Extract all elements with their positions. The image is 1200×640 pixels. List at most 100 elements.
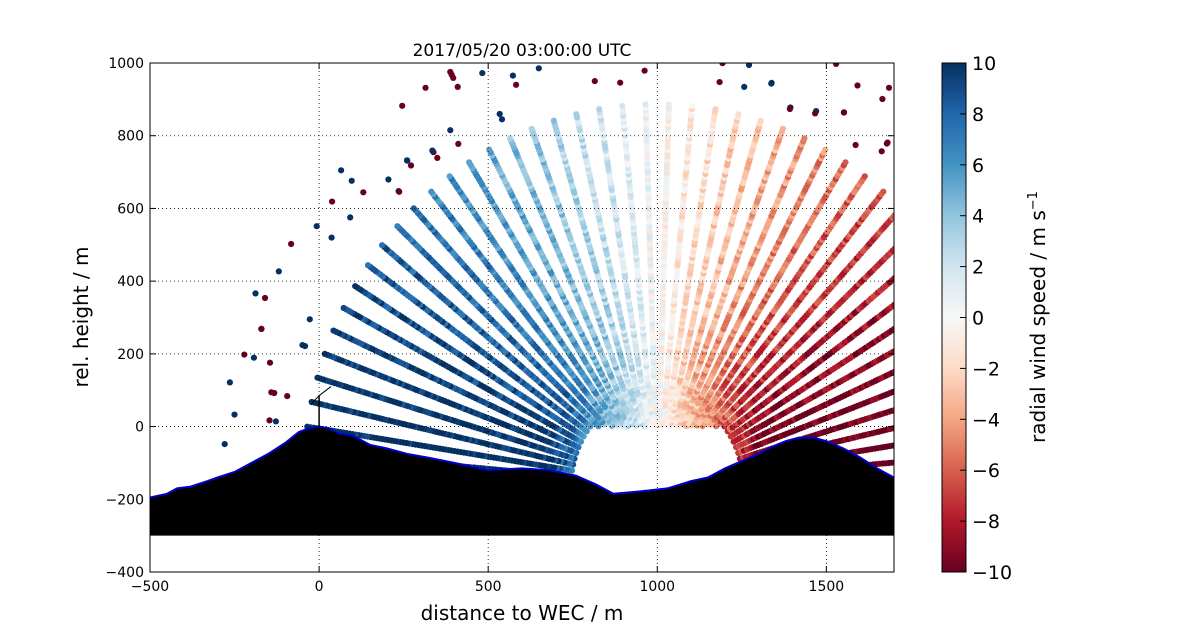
scan-point: [898, 386, 904, 392]
scan-point: [932, 372, 938, 378]
scan-point: [757, 117, 764, 124]
scan-outlier-point: [422, 84, 429, 91]
scan-outlier-point: [250, 354, 257, 361]
scan-outlier-point: [226, 379, 233, 386]
scan-point: [912, 312, 918, 318]
scan-point: [901, 267, 907, 273]
scan-point: [934, 415, 940, 421]
scan-point: [925, 329, 931, 335]
scan-point: [1004, 424, 1010, 430]
scan-outlier-point: [429, 147, 436, 154]
scan-point: [922, 457, 928, 463]
scan-outlier-point: [252, 290, 259, 297]
scan-outlier-point: [745, 63, 753, 69]
scan-point: [528, 125, 535, 132]
scan-point: [919, 281, 925, 287]
scan-point: [914, 223, 920, 229]
scan-point: [896, 271, 902, 277]
scan-point: [931, 272, 937, 278]
colorbar-label-text: radial wind speed / m s: [1026, 210, 1050, 443]
scan-point: [550, 117, 557, 124]
scan-point: [907, 458, 913, 464]
scan-point: [880, 188, 887, 195]
scan-point: [923, 305, 929, 311]
scan-outlier-point: [535, 65, 542, 72]
scan-point: [893, 326, 894, 328]
scan-point: [911, 287, 917, 293]
scan-outlier-point: [591, 78, 598, 85]
scan-outlier-point: [447, 127, 454, 134]
scan-point: [904, 383, 910, 389]
scan-point: [801, 135, 808, 142]
scan-point: [898, 239, 904, 245]
scan-point: [968, 383, 974, 389]
x-axis-label: distance to WEC / m: [421, 601, 624, 625]
y-tick-label: 400: [117, 274, 144, 290]
scan-outlier-point: [878, 148, 885, 155]
colorbar-tick-label: 10: [972, 53, 996, 75]
scan-point: [891, 406, 894, 413]
scan-point: [998, 449, 1004, 455]
scan-outlier-point: [741, 83, 748, 90]
scan-point: [936, 393, 942, 399]
scan-point: [927, 374, 933, 380]
scan-point: [894, 243, 900, 249]
scan-point: [907, 382, 913, 388]
colorbar-tick-label: −6: [972, 460, 1000, 482]
scan-point: [989, 450, 995, 456]
scan-point: [895, 406, 901, 412]
scan-point: [903, 403, 909, 409]
scan-point: [912, 225, 918, 231]
colorbar-tick-label: 2: [972, 257, 984, 279]
scan-outlier-point: [404, 157, 411, 164]
scan-point: [891, 245, 894, 252]
scan-point: [921, 377, 927, 383]
scan-outlier-point: [852, 141, 859, 149]
scan-point: [907, 230, 913, 236]
scan-point: [927, 328, 933, 334]
scan-point: [919, 332, 925, 338]
scan-outlier-point: [617, 79, 624, 86]
scan-point: [920, 418, 926, 424]
scan-outlier-point: [268, 389, 275, 396]
scan-point: [895, 459, 901, 465]
scan-point: [931, 456, 937, 462]
scan-point: [920, 438, 926, 444]
scan-point: [911, 439, 917, 445]
scan-outlier-point: [786, 105, 794, 113]
scan-point: [904, 292, 910, 298]
scan-point: [913, 257, 919, 263]
scan-outlier-point: [455, 140, 462, 147]
scan-point: [912, 380, 918, 386]
scan-point: [997, 400, 1003, 406]
scan-point: [934, 270, 940, 276]
scan-point: [619, 102, 626, 109]
scan-point: [902, 422, 908, 428]
scan-point: [893, 301, 894, 305]
scan-point: [980, 451, 986, 457]
colorbar-label-exponent: −1: [1026, 191, 1041, 210]
scan-point: [712, 106, 719, 113]
scan-outlier-point: [396, 188, 403, 195]
scan-point: [909, 338, 915, 344]
scan-outlier-point: [498, 116, 506, 123]
scan-point: [902, 441, 908, 447]
scan-point: [907, 316, 913, 322]
scan-point: [920, 307, 926, 313]
scan-point: [972, 330, 978, 336]
scan-point: [925, 246, 931, 252]
scan-point: [596, 106, 603, 113]
scan-point: [971, 382, 977, 388]
scan-point: [896, 298, 902, 304]
scan-point: [935, 435, 941, 441]
scan-outlier-point: [275, 268, 282, 275]
scan-point: [925, 304, 931, 310]
colorbar-label: radial wind speed / m s−1: [1026, 191, 1050, 443]
scan-point: [924, 277, 930, 283]
scan-point: [899, 441, 905, 447]
scan-point: [917, 419, 923, 425]
scan-outlier-point: [399, 102, 406, 109]
x-tick-label: 1000: [639, 579, 675, 595]
